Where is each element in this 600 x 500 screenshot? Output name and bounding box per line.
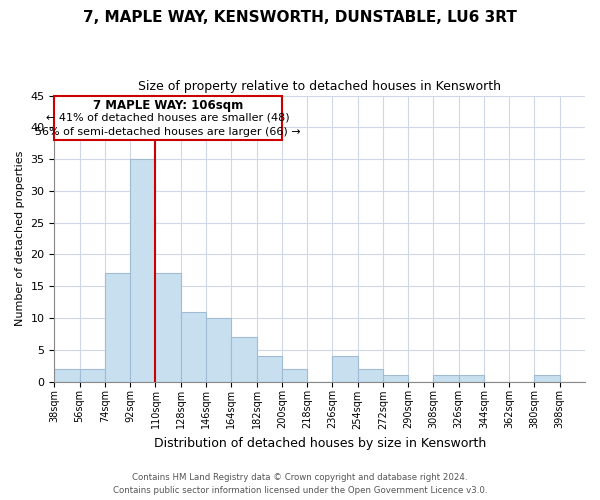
Bar (433, 375, 458, 382)
Bar (282, 369, 307, 382)
Bar (257, 356, 282, 382)
Text: 56% of semi-detached houses are larger (66) →: 56% of semi-detached houses are larger (… (35, 127, 301, 137)
Text: 7 MAPLE WAY: 106sqm: 7 MAPLE WAY: 106sqm (93, 98, 243, 112)
Bar (458, 375, 484, 382)
Text: Contains HM Land Registry data © Crown copyright and database right 2024.
Contai: Contains HM Land Registry data © Crown c… (113, 474, 487, 495)
Bar (155, 274, 181, 382)
Bar (105, 274, 130, 382)
Bar (358, 369, 383, 382)
Bar (130, 159, 155, 382)
Bar (206, 318, 231, 382)
Bar (80, 369, 105, 382)
FancyBboxPatch shape (55, 96, 282, 140)
Bar (55, 369, 80, 382)
Bar (231, 337, 257, 382)
X-axis label: Distribution of detached houses by size in Kensworth: Distribution of detached houses by size … (154, 437, 486, 450)
Text: 7, MAPLE WAY, KENSWORTH, DUNSTABLE, LU6 3RT: 7, MAPLE WAY, KENSWORTH, DUNSTABLE, LU6 … (83, 10, 517, 25)
Bar (383, 375, 408, 382)
Bar (181, 312, 206, 382)
Bar (332, 356, 358, 382)
Title: Size of property relative to detached houses in Kensworth: Size of property relative to detached ho… (138, 80, 501, 93)
Text: ← 41% of detached houses are smaller (48): ← 41% of detached houses are smaller (48… (46, 113, 290, 123)
Bar (535, 375, 560, 382)
Y-axis label: Number of detached properties: Number of detached properties (15, 151, 25, 326)
